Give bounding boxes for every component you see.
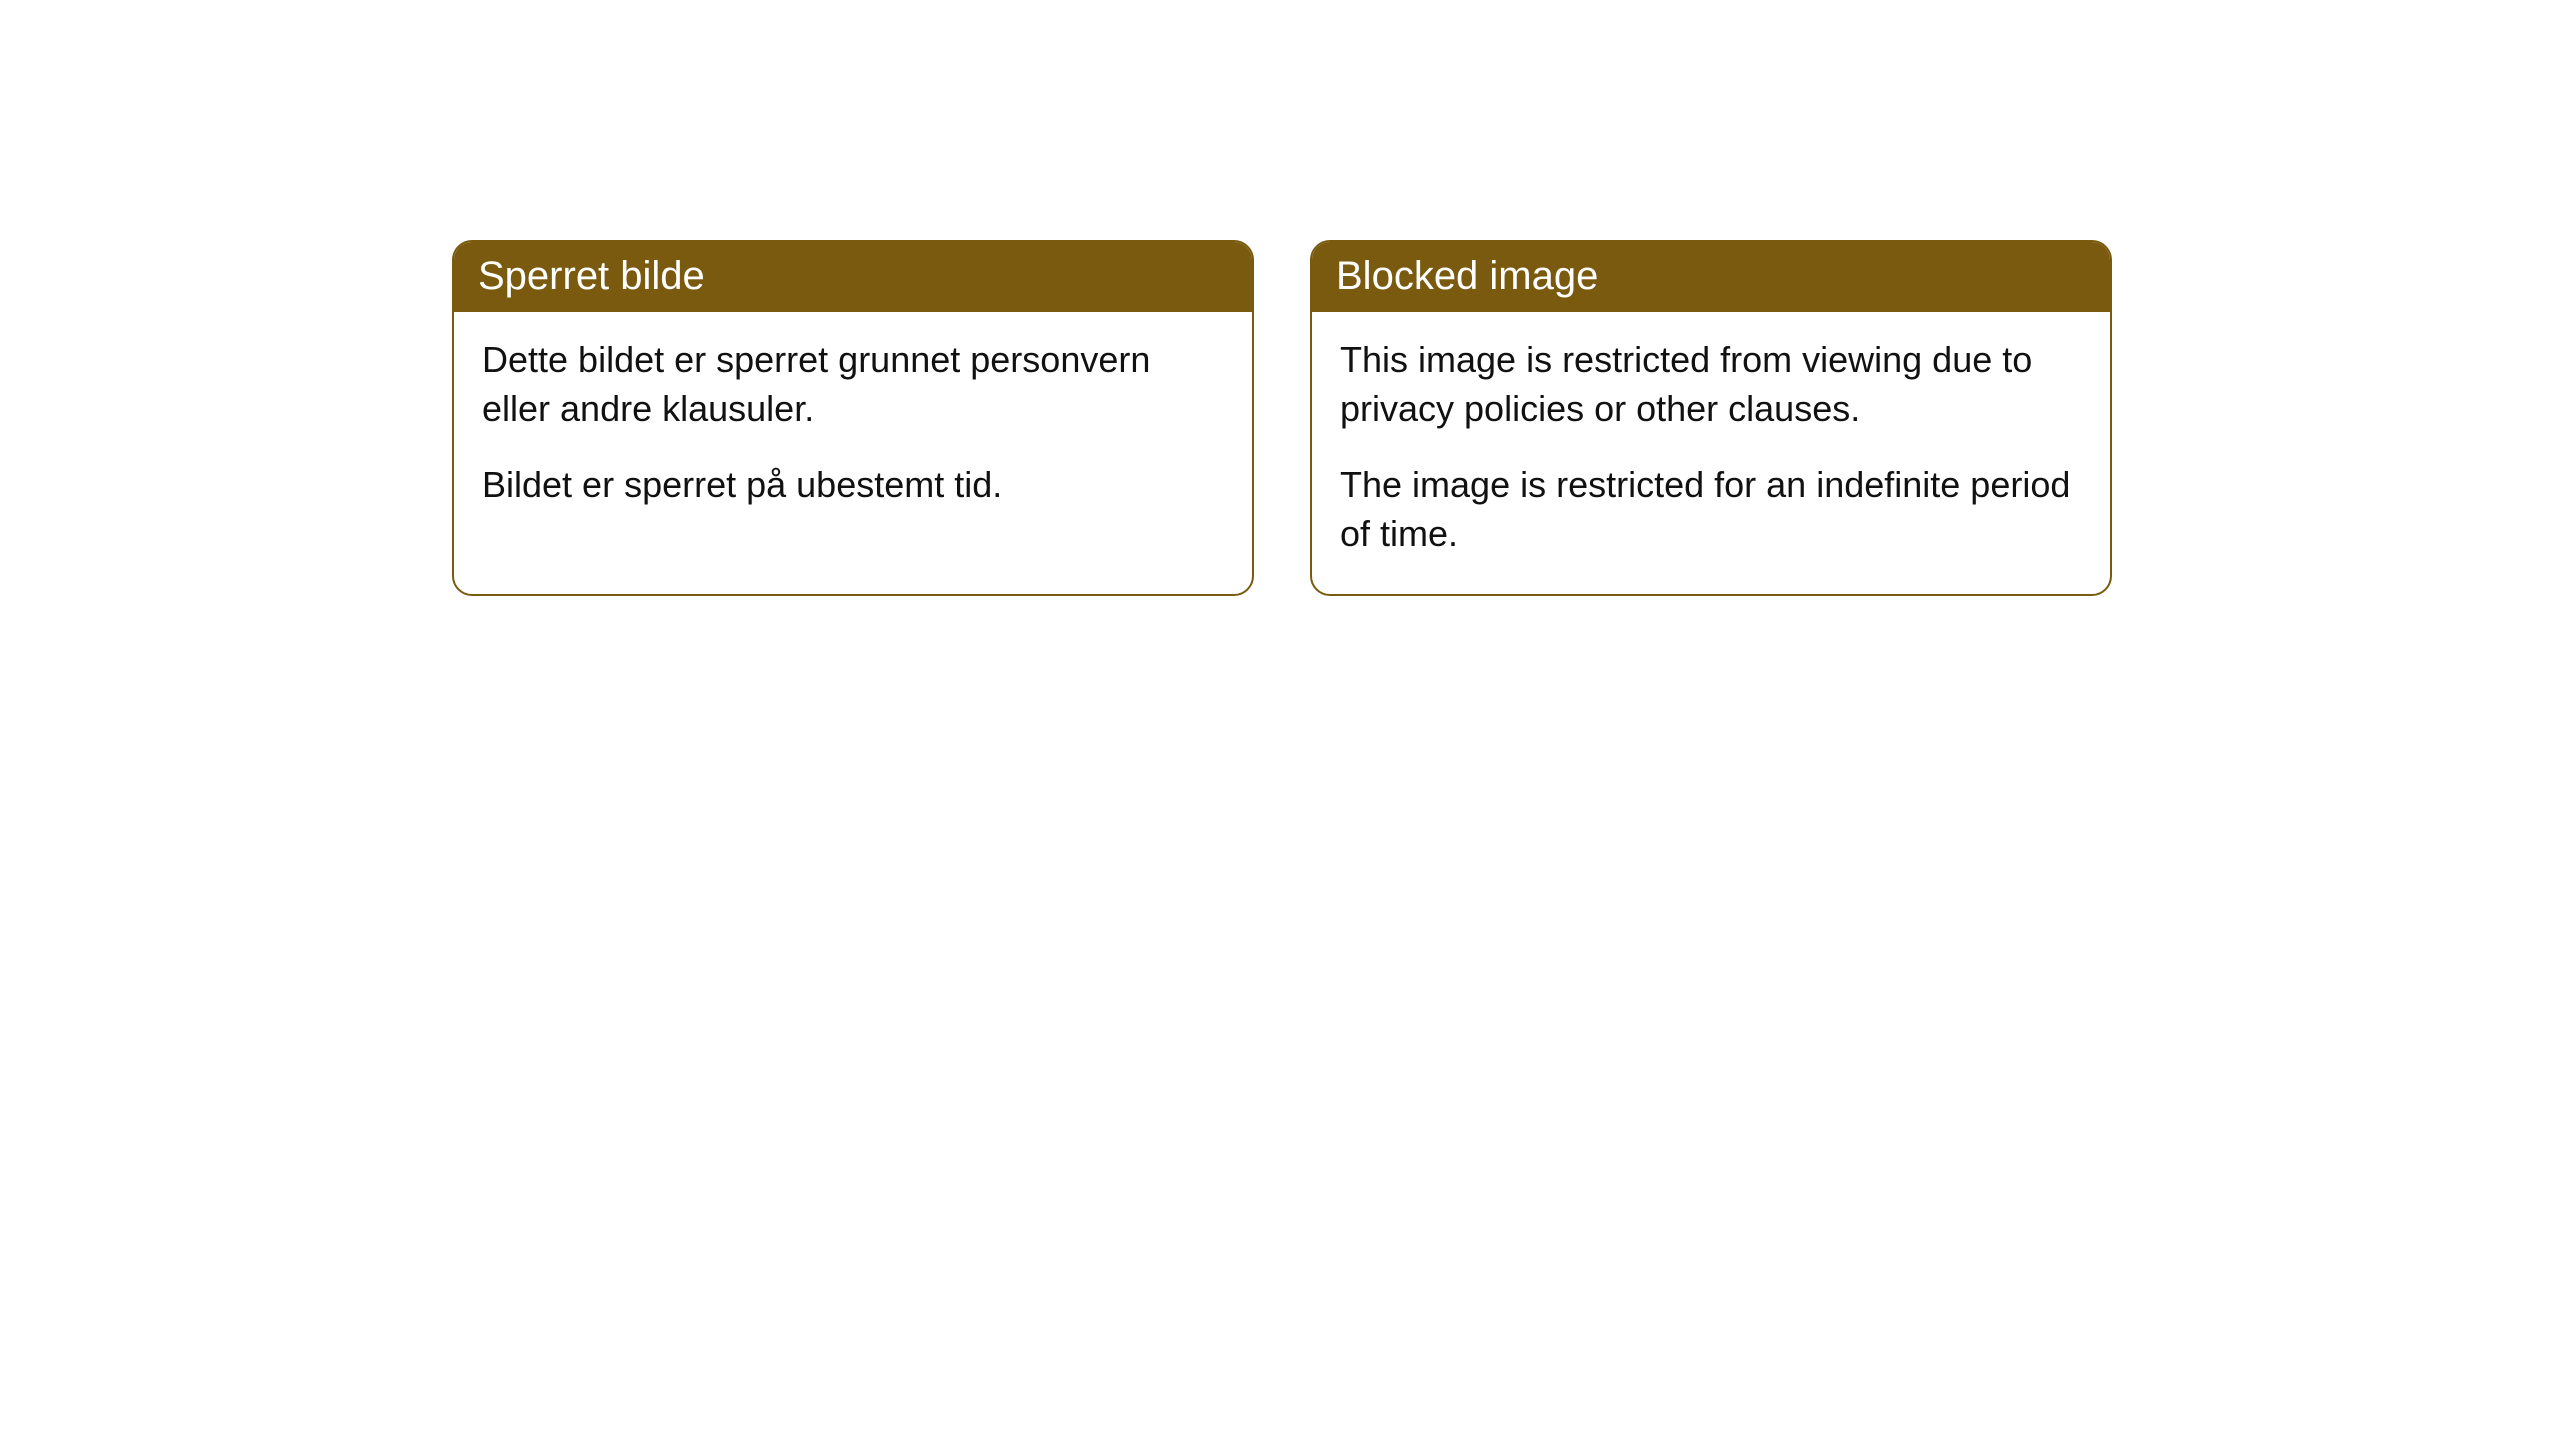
card-english: Blocked image This image is restricted f… — [1310, 240, 2112, 596]
card-paragraph-1-english: This image is restricted from viewing du… — [1340, 336, 2082, 433]
card-paragraph-1-norwegian: Dette bildet er sperret grunnet personve… — [482, 336, 1224, 433]
card-title-english: Blocked image — [1336, 254, 1598, 298]
card-body-norwegian: Dette bildet er sperret grunnet personve… — [454, 312, 1252, 546]
card-title-norwegian: Sperret bilde — [478, 254, 705, 298]
card-header-norwegian: Sperret bilde — [454, 242, 1252, 312]
card-norwegian: Sperret bilde Dette bildet er sperret gr… — [452, 240, 1254, 596]
card-paragraph-2-english: The image is restricted for an indefinit… — [1340, 461, 2082, 558]
card-header-english: Blocked image — [1312, 242, 2110, 312]
card-paragraph-2-norwegian: Bildet er sperret på ubestemt tid. — [482, 461, 1224, 510]
notice-cards-container: Sperret bilde Dette bildet er sperret gr… — [452, 240, 2112, 596]
card-body-english: This image is restricted from viewing du… — [1312, 312, 2110, 594]
